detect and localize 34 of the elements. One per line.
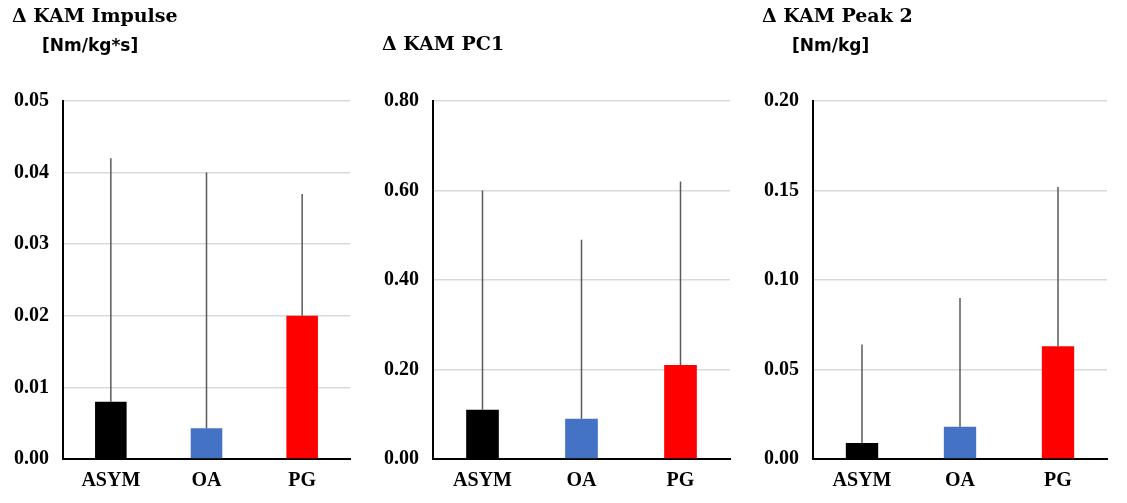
y-tick-label: 0.15 (764, 177, 799, 200)
y-tick-label: 0.03 (14, 231, 49, 254)
y-tick-label: 0.00 (14, 446, 49, 469)
chart-title: Δ KAM Impulse (12, 4, 178, 26)
bar (190, 428, 223, 459)
x-tick-label: OA (191, 468, 223, 491)
y-tick-label: 0.40 (384, 267, 419, 290)
y-tick-label: 0.00 (764, 446, 799, 469)
x-tick-label: ASYM (832, 468, 892, 491)
x-tick-label: PG (1044, 468, 1073, 491)
y-tick-label: 0.80 (384, 88, 419, 111)
y-tick-label: 0.04 (14, 159, 49, 182)
x-tick-label: PG (666, 468, 695, 491)
x-tick-label: ASYM (81, 468, 141, 491)
chart-title: Δ KAM PC1 (382, 32, 505, 54)
y-tick-label: 0.20 (384, 356, 419, 379)
y-tick-label: 0.20 (764, 88, 799, 111)
chart-subtitle: [Nm/kg] (792, 35, 870, 55)
y-tick-label: 0.60 (384, 177, 419, 200)
y-tick-label: 0.02 (14, 302, 49, 325)
chart-title: Δ KAM Peak 2 (762, 4, 913, 26)
y-tick-label: 0.05 (764, 356, 799, 379)
x-tick-label: PG (288, 468, 317, 491)
y-tick-label: 0.00 (384, 446, 419, 469)
x-tick-label: OA (566, 468, 598, 491)
y-tick-label: 0.10 (764, 267, 799, 290)
y-tick-label: 0.05 (14, 88, 49, 111)
x-tick-label: ASYM (453, 468, 513, 491)
x-tick-label: OA (945, 468, 976, 491)
bar (1041, 346, 1075, 459)
bar (286, 315, 318, 459)
y-tick-label: 0.01 (14, 374, 49, 397)
bar (943, 426, 977, 459)
chart-subtitle: [Nm/kg*s] (42, 35, 139, 55)
